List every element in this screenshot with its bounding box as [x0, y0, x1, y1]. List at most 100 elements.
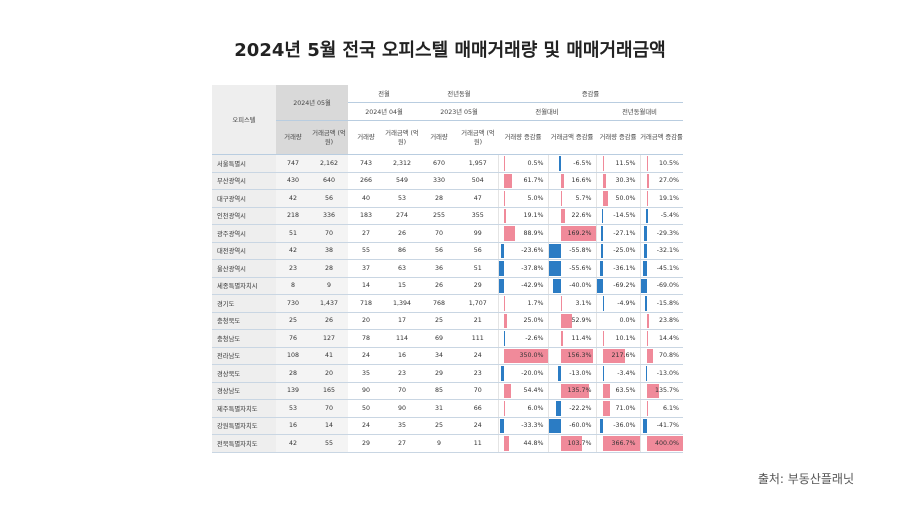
- header-cell: 2024년 04월: [348, 102, 421, 121]
- column-header: 거래량: [348, 120, 385, 155]
- table-cell: 28: [276, 364, 310, 383]
- table-cell: 2,312: [384, 154, 421, 173]
- data-bar: [641, 278, 647, 293]
- table-cell: 56: [420, 242, 459, 260]
- table-cell: 16: [276, 417, 310, 435]
- table-cell: -29.3%: [639, 224, 684, 243]
- cell-text: -42.9%: [521, 282, 544, 290]
- table-cell: 66: [458, 399, 499, 418]
- data-bar: [646, 401, 648, 416]
- table-cell: 1,394: [384, 294, 421, 313]
- table-cell: 0.5%: [497, 154, 549, 173]
- data-bar: [499, 278, 504, 293]
- cell-text: -36.1%: [613, 264, 636, 272]
- table-cell: 제주특별자치도: [212, 399, 276, 418]
- table-cell: 52.9%: [547, 312, 597, 330]
- table-cell: 1.7%: [497, 294, 549, 313]
- data-bar: [602, 296, 605, 311]
- table-cell: 76: [276, 329, 310, 348]
- cell-text: 10.5%: [659, 159, 680, 167]
- table-cell: 19.1%: [639, 189, 684, 208]
- table-cell: 41: [310, 347, 349, 365]
- cell-text: 3.1%: [575, 299, 592, 307]
- data-bar: [549, 261, 561, 276]
- data-bar: [646, 331, 649, 346]
- table-row: 충청북도 25 26 20 17 25 21 25.0% 52.9% 0.0% 23.8%: [212, 312, 684, 330]
- table-cell: 27: [384, 434, 421, 453]
- data-bar: [560, 331, 564, 346]
- cell-text: 22.6%: [571, 212, 592, 220]
- table-cell: 103.7%: [547, 434, 597, 453]
- data-bar: [603, 436, 640, 451]
- table-cell: 27: [348, 224, 385, 243]
- cell-text: 135.7%: [655, 387, 680, 395]
- cell-text: 0.5%: [527, 159, 544, 167]
- table-cell: 대전광역시: [212, 242, 276, 260]
- cell-text: 16.6%: [571, 177, 592, 185]
- table-cell: 울산광역시: [212, 259, 276, 278]
- table-cell: 218: [276, 207, 310, 225]
- cell-text: 135.7%: [567, 387, 592, 395]
- table-cell: -36.1%: [595, 259, 641, 278]
- table-cell: 23.8%: [639, 312, 684, 330]
- data-bar: [646, 348, 654, 363]
- table-row: 세종특별자치시 8 9 14 15 26 29 -42.9% -40.0% -69.2% -69.0…: [212, 277, 684, 295]
- table-cell: 전북특별자치도: [212, 434, 276, 453]
- table-cell: 31: [420, 399, 459, 418]
- table-cell: 156.3%: [547, 347, 597, 365]
- cell-text: -3.4%: [617, 369, 636, 377]
- table-cell: 경기도: [212, 294, 276, 313]
- table-cell: 69: [420, 329, 459, 348]
- table-cell: 42: [276, 434, 310, 453]
- header-cell: 전월대비: [498, 102, 597, 121]
- table-cell: -13.0%: [547, 364, 597, 383]
- cell-text: 54.4%: [523, 387, 544, 395]
- data-bar: [600, 226, 604, 241]
- table-cell: 718: [348, 294, 385, 313]
- table-cell: 16.6%: [547, 172, 597, 190]
- table-cell: 111: [458, 329, 499, 348]
- cell-text: 44.8%: [523, 439, 544, 447]
- data-bar: [503, 208, 507, 223]
- table-cell: 355: [458, 207, 499, 225]
- table-cell: 549: [384, 172, 421, 190]
- cell-text: 14.4%: [659, 334, 680, 342]
- table-cell: 23: [458, 364, 499, 383]
- cell-text: -13.0%: [656, 369, 680, 377]
- cell-text: 1.7%: [527, 299, 544, 307]
- table-cell: 16: [384, 347, 421, 365]
- cell-text: -37.8%: [521, 264, 544, 272]
- data-bar: [503, 348, 548, 363]
- table-cell: -23.6%: [497, 242, 549, 260]
- table-cell: 56: [310, 189, 349, 208]
- table-cell: 99: [458, 224, 499, 243]
- table-cell: 30.3%: [595, 172, 641, 190]
- cell-text: -69.0%: [656, 282, 680, 290]
- table-cell: 35: [384, 417, 421, 435]
- table-cell: 14: [310, 417, 349, 435]
- table-cell: 54.4%: [497, 382, 549, 400]
- cell-text: -15.8%: [656, 299, 680, 307]
- table-cell: 27.0%: [639, 172, 684, 190]
- data-bar: [646, 436, 684, 451]
- table-row: 전북특별자치도 42 55 29 27 9 11 44.8% 103.7% 366.7% 400.0…: [212, 434, 684, 453]
- table-cell: 5.0%: [497, 189, 549, 208]
- table-cell: 28: [310, 259, 349, 278]
- table-cell: 24: [458, 347, 499, 365]
- table-cell: 169.2%: [547, 224, 597, 243]
- data-bar: [501, 366, 504, 381]
- table-cell: 29: [458, 277, 499, 295]
- source: 출처: 부동산플래닛: [757, 472, 854, 486]
- table-cell: 70.8%: [639, 347, 684, 365]
- table-cell: 42: [276, 242, 310, 260]
- table-cell: 22.6%: [547, 207, 597, 225]
- cell-text: 11.5%: [615, 159, 636, 167]
- data-bar: [560, 348, 593, 363]
- column-header: 거래량: [276, 120, 310, 155]
- data-bar: [603, 383, 610, 398]
- table-cell: 55: [348, 242, 385, 260]
- data-bar: [558, 366, 561, 381]
- table-cell: 47: [458, 189, 499, 208]
- data-bar: [560, 296, 562, 311]
- data-bar: [503, 436, 510, 451]
